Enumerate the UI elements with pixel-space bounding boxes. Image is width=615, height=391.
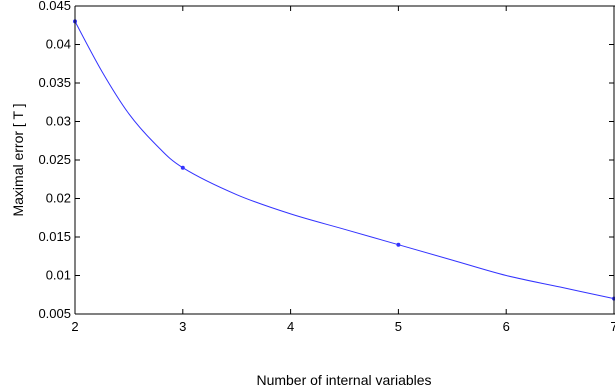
series-line xyxy=(74,21,615,300)
x-tick-label: 5 xyxy=(395,319,402,334)
x-tick-label: 2 xyxy=(71,319,78,334)
x-tick-label: 7 xyxy=(610,319,615,334)
x-tick-label: 3 xyxy=(179,319,186,334)
plot-area xyxy=(75,6,615,314)
data-point xyxy=(180,165,185,170)
y-tick-label: 0.01 xyxy=(46,268,71,283)
y-tick-label: 0.045 xyxy=(38,0,71,13)
data-point xyxy=(396,242,401,247)
x-tick-label: 6 xyxy=(503,319,510,334)
y-tick-label: 0.005 xyxy=(38,306,71,321)
y-tick-label: 0.04 xyxy=(46,37,71,52)
y-tick-label: 0.015 xyxy=(38,229,71,244)
y-tick-label: 0.035 xyxy=(38,75,71,90)
x-tick-label: 4 xyxy=(287,319,294,334)
y-tick-label: 0.025 xyxy=(38,152,71,167)
y-axis-label: Maximal error [ T ] xyxy=(10,103,26,216)
y-tick-label: 0.03 xyxy=(46,114,71,129)
x-axis-label: Number of internal variables xyxy=(256,372,431,388)
y-tick-label: 0.02 xyxy=(46,191,71,206)
y-axis-ticks: 0.005 0.01 0.015 0.02 0.025 0.03 0.035 0.04 0.04… xyxy=(38,0,614,321)
